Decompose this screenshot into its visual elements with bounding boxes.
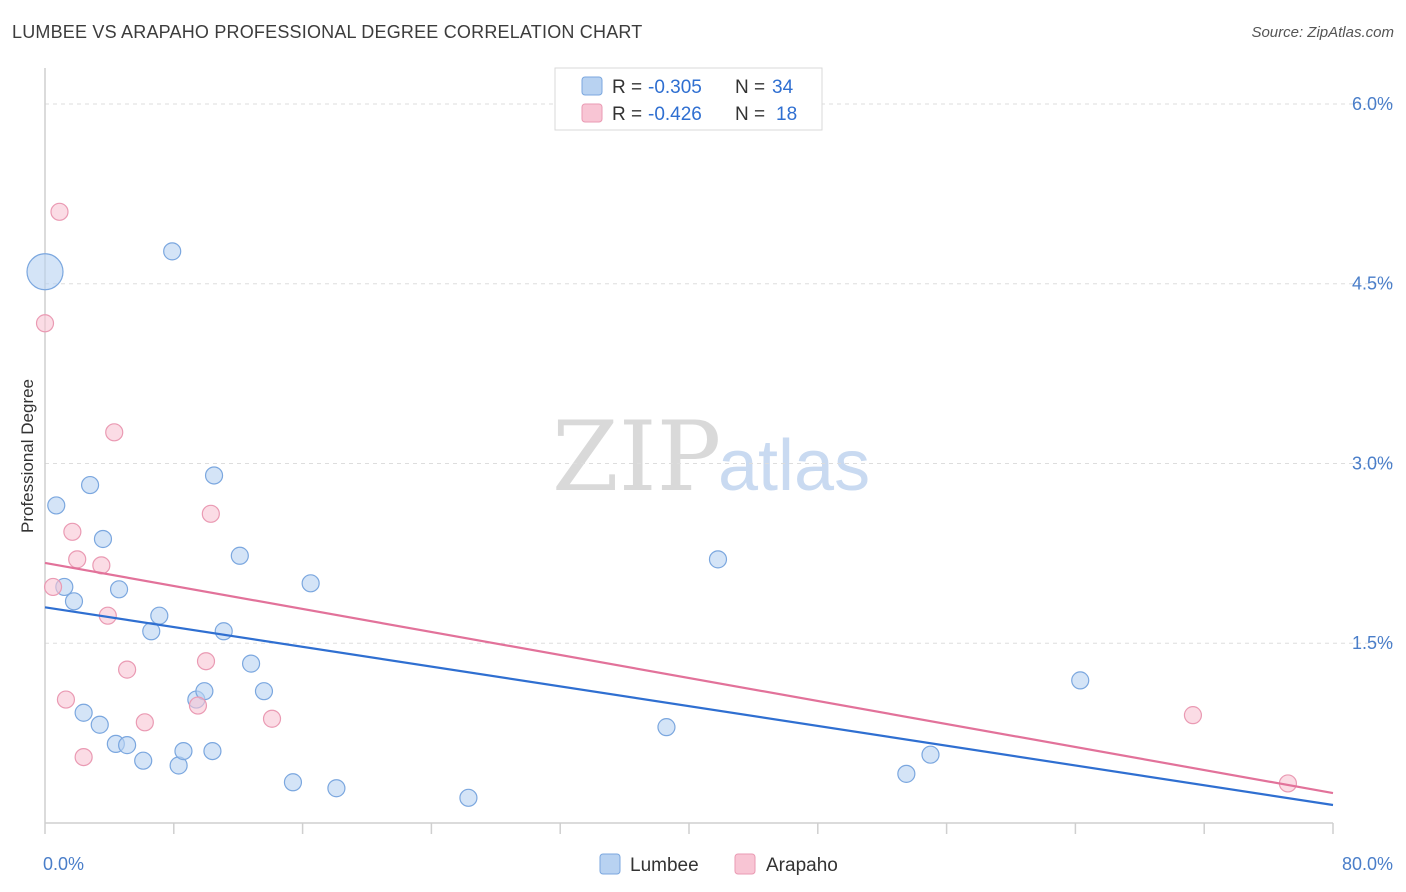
lumbee-point <box>203 741 222 761</box>
lumbee-point <box>204 466 224 485</box>
arapaho-n-value: 18 <box>776 104 797 125</box>
y-tick-label: 3.0% <box>1352 453 1393 473</box>
lumbee-point <box>47 496 66 515</box>
arapaho-point <box>118 660 137 679</box>
lumbee-point <box>90 715 109 734</box>
arapaho-point <box>43 577 63 597</box>
arapaho-r-label: R = <box>612 104 642 125</box>
lumbee-point <box>459 788 478 807</box>
x-tick-label-max: 80.0% <box>1342 854 1393 874</box>
stats-legend: R = -0.305 N = 34 R = -0.426 N = 18 <box>554 67 823 131</box>
lumbee-point <box>327 779 346 798</box>
arapaho-n-label: N = <box>735 104 765 125</box>
lumbee-point <box>921 745 940 764</box>
lumbee-point <box>93 529 113 549</box>
lumbee-point <box>64 592 84 611</box>
lumbee-point <box>657 718 676 737</box>
watermark-zip: ZIP <box>552 401 721 513</box>
lumbee-point <box>708 550 728 569</box>
y-tick-label: 1.5% <box>1352 633 1393 653</box>
trend-lines <box>44 561 1334 807</box>
lumbee-point <box>241 654 261 673</box>
lumbee-point <box>214 622 233 641</box>
arapaho-point <box>188 696 208 715</box>
lumbee-point <box>163 242 182 261</box>
lumbee-n-label: N = <box>735 77 765 98</box>
lumbee-n-value: 34 <box>772 77 794 98</box>
lumbee-points <box>26 242 1090 807</box>
arapaho-point <box>135 713 154 732</box>
lumbee-point <box>283 773 303 792</box>
arapaho-point <box>105 423 124 442</box>
legend-arapaho: Arapaho <box>766 855 838 876</box>
lumbee-point <box>26 253 64 291</box>
watermark-atlas: atlas <box>718 426 870 506</box>
x-tick-label-min: 0.0% <box>43 854 84 874</box>
arapaho-point <box>35 314 55 333</box>
lumbee-point <box>1071 671 1090 690</box>
lumbee-point <box>118 736 137 755</box>
arapaho-points <box>35 202 1298 793</box>
lumbee-point <box>134 751 153 770</box>
arapaho-swatch <box>734 853 756 875</box>
lumbee-point <box>254 682 274 701</box>
chart-title: LUMBEE VS ARAPAHO PROFESSIONAL DEGREE CO… <box>12 22 643 42</box>
lumbee-point <box>230 546 249 565</box>
lumbee-swatch <box>599 853 621 875</box>
lumbee-point <box>109 580 129 599</box>
y-tick-labels: 1.5% 3.0% 4.5% 6.0% <box>1352 94 1393 653</box>
y-tick-label: 6.0% <box>1352 94 1393 114</box>
arapaho-point <box>56 690 76 709</box>
lumbee-trend-line <box>44 606 1334 807</box>
lumbee-r-value: -0.305 <box>648 77 702 98</box>
lumbee-point <box>74 703 93 722</box>
source-credit: Source: ZipAtlas.com <box>1251 24 1394 41</box>
grid-lines <box>45 103 1393 644</box>
series-legend: Lumbee Arapaho <box>599 853 838 876</box>
y-axis-label: Professional Degree <box>18 379 37 533</box>
arapaho-point <box>63 522 82 541</box>
arapaho-point <box>50 202 69 221</box>
arapaho-point <box>201 504 220 523</box>
lumbee-point <box>150 606 169 625</box>
lumbee-r-label: R = <box>612 77 642 98</box>
arapaho-r-value: -0.426 <box>648 104 702 125</box>
lumbee-point <box>897 764 916 783</box>
x-axis-ticks <box>44 823 1334 834</box>
arapaho-point <box>1183 706 1203 725</box>
lumbee-point <box>301 574 320 593</box>
arapaho-point <box>196 652 216 671</box>
arapaho-swatch-top <box>581 103 603 123</box>
y-tick-label: 4.5% <box>1352 274 1393 294</box>
lumbee-point <box>80 475 100 495</box>
lumbee-swatch-top <box>581 76 603 96</box>
legend-lumbee: Lumbee <box>630 855 699 876</box>
arapaho-point <box>74 747 93 767</box>
arapaho-point <box>262 709 282 728</box>
arapaho-point <box>68 550 87 569</box>
lumbee-point <box>174 741 193 761</box>
arapaho-trend-line <box>44 561 1334 795</box>
